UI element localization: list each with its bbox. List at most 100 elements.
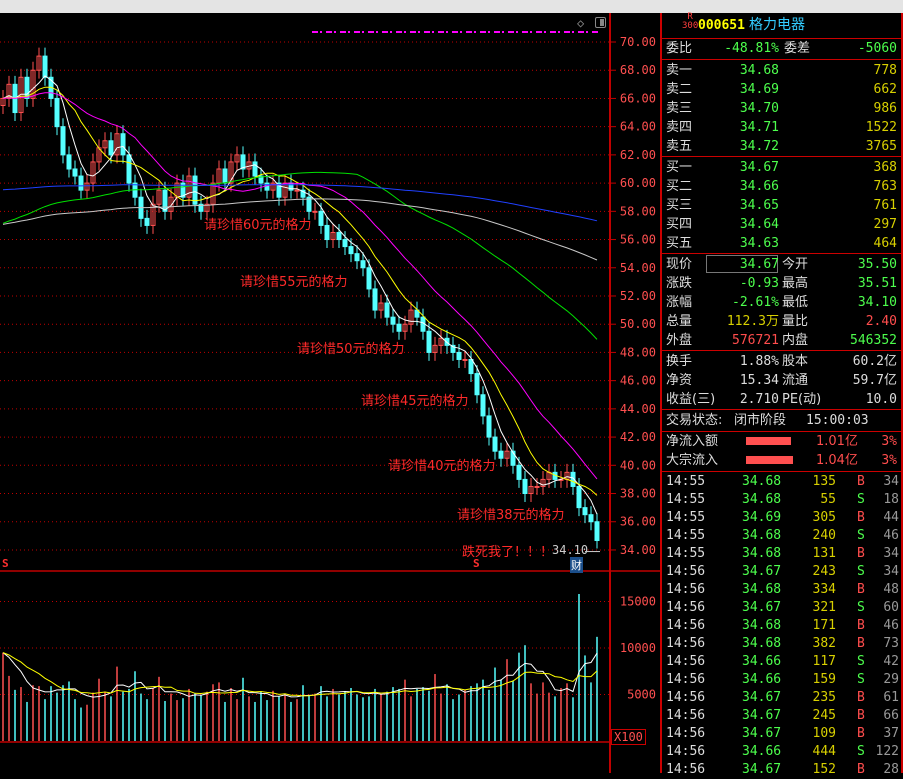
label: 净流入额 [666,434,719,449]
trade-count: 66 [883,708,899,723]
value: 34.69 [739,82,779,97]
label: 外盘 [666,333,693,348]
label: 流通 [782,373,809,388]
value: 35.50 [857,257,897,272]
value: -2.61% [732,295,779,310]
trade-count: 61 [883,690,899,705]
finance-marker[interactable]: 财 [570,557,583,573]
diamond-icon[interactable]: ◇ [577,16,585,30]
trade-time: 14:55 [666,528,706,543]
stat-row: 外盘 576721 内盘 546352 [664,331,899,350]
candle-body [516,464,522,480]
value: 34.72 [739,139,779,154]
candle-body [72,168,78,177]
value: -0.93 [739,276,779,291]
trade-volume: 55 [820,492,836,507]
panel-toggle-icon[interactable] [595,17,606,28]
candle-body [36,55,42,71]
candle-body [498,450,504,459]
label: 量比 [782,314,809,329]
label: 买三 [666,198,693,213]
label: 收益(三) [666,392,716,407]
trade-row: 14:56 34.67 235 B 61 [664,689,901,707]
candle-body [396,323,402,332]
candle-body [126,154,132,184]
label: 卖四 [666,120,693,135]
value: 34.71 [739,120,779,135]
trade-count: 28 [883,762,899,777]
trade-time: 14:55 [666,474,706,489]
value: -5060 [857,41,897,56]
volume-tick-label: 5000 [627,688,656,702]
candle-body [594,521,600,542]
trade-count: 29 [883,672,899,687]
trade-time: 14:56 [666,762,706,777]
fundamental-row: 换手 1.88% 股本 60.2亿 [664,352,899,371]
trade-side: S [857,654,865,669]
kline-chart[interactable]: 70.00 68.00 66.00 64.00 62.00 60.00 58.00 56.00… [0,13,660,773]
price-tick-label: 58.00 [620,204,656,218]
trade-row: 14:55 34.68 55 S 18 [664,491,901,509]
trade-row: 14:56 34.67 109 B 37 [664,725,901,743]
candle-body [234,154,240,163]
fundamental-row: 净资 15.34 流通 59.7亿 [664,371,899,390]
bid-row: 买二 34.66 763 [664,177,899,196]
bid-row: 买三 34.65 761 [664,196,899,215]
trade-row: 14:55 34.68 135 B 34 [664,473,901,491]
candle-body [504,450,510,459]
trade-volume: 334 [812,582,836,597]
trade-side: S [857,744,865,759]
current-price-box [706,255,778,273]
trade-price: 34.67 [742,600,782,615]
ma120-line [2,198,598,261]
trade-volume: 117 [812,654,836,669]
trade-side: B [857,582,865,597]
trade-volume: 131 [812,546,836,561]
flow-pct: 3% [881,453,897,468]
price-tick-label: 36.00 [620,515,656,529]
trade-row: 14:56 34.67 152 B 28 [664,761,901,779]
trade-price: 34.68 [742,636,782,651]
candle-body [240,154,246,170]
label: 委差 [784,41,811,56]
trade-side: S [857,528,865,543]
label: 大宗流入 [666,453,719,468]
annotation: 跌死我了！！！ [462,545,554,560]
trade-side: B [857,546,865,561]
trade-count: 34 [883,546,899,561]
candle-body [408,309,414,325]
candle-body [54,97,60,128]
candle-body [534,485,540,488]
price-tick-label: 50.00 [620,317,656,331]
value: 60.2亿 [852,354,897,369]
price-tick-label: 64.00 [620,120,656,134]
trade-count: 60 [883,600,899,615]
label: 涨幅 [666,295,693,310]
trade-volume: 159 [812,672,836,687]
ask-row: 卖三 34.70 986 [664,99,899,118]
trade-volume: 305 [812,510,836,525]
value: 34.68 [739,63,779,78]
stat-row: 现价 34.67 今开 35.50 [664,255,899,274]
ask-row: 卖五 34.72 3765 [664,137,899,156]
candle-body [462,358,468,361]
trade-price: 34.67 [742,762,782,777]
trade-volume: 243 [812,564,836,579]
candle-body [390,316,396,325]
flow-row: 净流入额 1.01亿 3% [664,432,899,451]
value: 34.64 [739,217,779,232]
price-tick-label: 56.00 [620,233,656,247]
label: 股本 [782,354,809,369]
price-tick-label: 62.00 [620,148,656,162]
trade-count: 34 [883,564,899,579]
candle-body [384,302,390,318]
trade-price: 34.69 [742,510,782,525]
candle-body [468,358,474,375]
candle-body [318,210,324,226]
trade-row: 14:56 34.67 245 B 66 [664,707,901,725]
label: 卖一 [666,63,693,78]
label: 卖五 [666,139,693,154]
value: 34.70 [739,101,779,116]
candle-body [210,182,216,205]
value: 59.7亿 [852,373,897,388]
